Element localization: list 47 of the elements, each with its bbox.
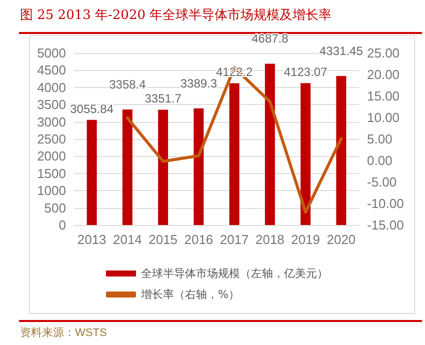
bar <box>194 108 204 225</box>
bar <box>122 109 132 225</box>
y-tick-label: 3000 <box>37 114 66 130</box>
data-label: 3389.3 <box>180 76 218 90</box>
y2-tick-label: 10.00 <box>367 110 400 125</box>
data-label: 3358.4 <box>109 77 146 92</box>
data-label: 4687.8 <box>252 32 289 46</box>
x-tick-label: 2014 <box>112 232 142 247</box>
y-tick-label: 2000 <box>37 148 66 164</box>
y-tick-label: 1000 <box>37 183 66 198</box>
bar <box>336 76 346 225</box>
y2-tick-label: 0.00 <box>367 153 392 168</box>
y2-tick-label: 25.00 <box>367 46 400 60</box>
y-tick-label: 1500 <box>37 166 66 181</box>
legend-label: 增长率（右轴，%） <box>140 288 240 301</box>
data-label: 4331.45 <box>319 44 364 58</box>
x-tick-label: 2015 <box>148 232 178 247</box>
y-tick-label: 4500 <box>37 62 66 78</box>
chart-title: 图 25 2013 年-2020 年全球半导体市场规模及增长率 <box>20 7 332 24</box>
y-tick-label: 3500 <box>37 97 66 112</box>
data-label: 3055.84 <box>70 102 114 116</box>
y-tick-label: 5000 <box>37 46 66 60</box>
y2-tick-label: -15.00 <box>367 218 404 232</box>
y2-tick-label: -5.00 <box>367 174 397 190</box>
bar <box>264 64 275 225</box>
bar <box>229 83 240 225</box>
y2-tick-label: -10.00 <box>367 196 404 211</box>
data-label: 3351.7 <box>144 92 182 106</box>
bar <box>158 110 168 225</box>
data-label: 4123.07 <box>284 65 328 80</box>
bar <box>300 83 311 225</box>
legend-label: 全球半导体市场规模（左轴，亿美元） <box>141 267 328 280</box>
y-tick-label: 2500 <box>37 132 66 146</box>
y-tick-label: 500 <box>44 200 66 216</box>
y-tick-label: 4000 <box>37 80 66 95</box>
text: 资料来源：WSTS <box>20 326 107 340</box>
x-tick-label: 2019 <box>291 232 320 247</box>
y2-tick-label: 15.00 <box>367 88 400 104</box>
y2-tick-label: 20.00 <box>367 67 400 82</box>
x-tick-label: 2016 <box>184 232 214 247</box>
x-tick-label: 2013 <box>77 232 106 247</box>
bar <box>86 120 97 225</box>
y-tick-label: 0 <box>58 218 66 232</box>
x-tick-label: 2017 <box>220 232 249 247</box>
x-tick-label: 2020 <box>326 232 356 247</box>
y2-tick-label: 5.00 <box>367 132 392 146</box>
x-tick-label: 2018 <box>255 232 284 247</box>
